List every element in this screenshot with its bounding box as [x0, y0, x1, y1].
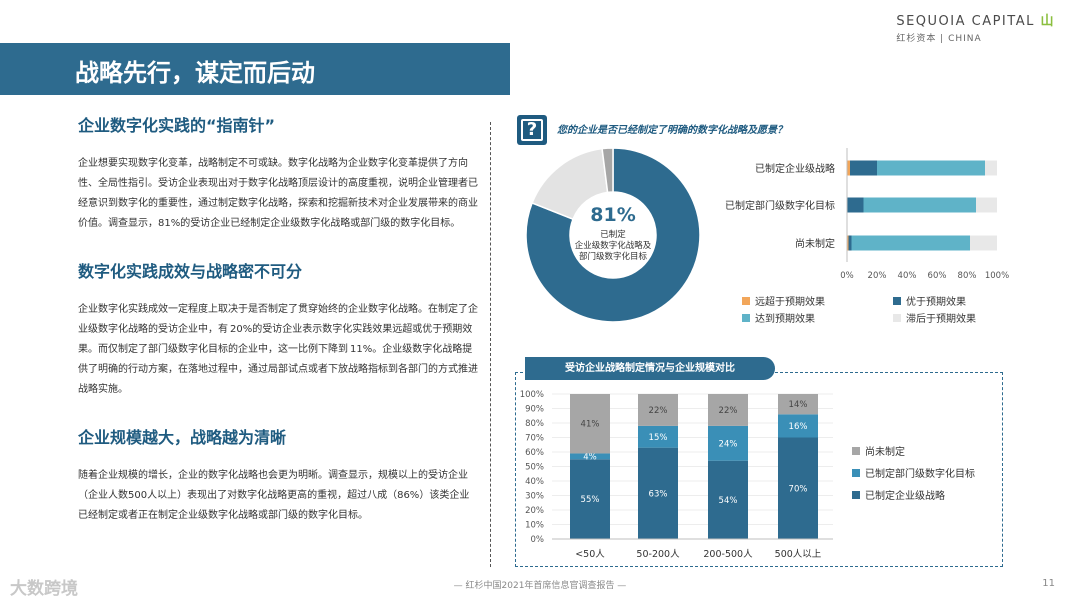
section-body-strategy: 企业数字化实践成效一定程度上取决于是否制定了贯穿始终的企业数字化战略。在制定了企…: [78, 304, 478, 395]
hbar-tick-label: 100%: [985, 271, 1009, 281]
subchart-title: 受访企业战略制定情况与企业规模对比: [525, 357, 775, 380]
donut-slice-2: [601, 147, 614, 194]
hbar-segment: [970, 235, 997, 251]
hbar-segment: [877, 160, 985, 176]
hbar-legend-swatch: [893, 314, 901, 322]
donut-center-value: 81%: [590, 204, 635, 226]
hbar-tick-label: 40%: [898, 271, 917, 281]
hbar-segment: [985, 160, 997, 176]
donut-center-bg: [571, 193, 655, 277]
hbar-segment: [850, 160, 877, 176]
section-heading-strategy: 数字化实践成效与战略密不可分: [78, 262, 303, 281]
donut-slice-0: [525, 147, 701, 323]
page-number: 11: [1042, 578, 1055, 589]
donut-center-label: 企业级数字化战略及: [575, 240, 652, 251]
section-body-guide: 企业想要实现数字化变革，战略制定不可或缺。数字化战略为企业数字化变革提供了方向性…: [78, 158, 478, 229]
page-title: 战略先行，谋定而后动: [75, 59, 315, 87]
hbar-segment: [848, 235, 852, 251]
question-icon: ?: [517, 115, 547, 145]
hbar-segment: [976, 197, 997, 213]
donut-center-label: 已制定: [600, 229, 626, 240]
hbar-legend-label: 远超于预期效果: [755, 295, 825, 308]
hbar-category-label: 已制定部门级数字化目标: [725, 199, 835, 212]
left-column: 企业数字化实践的“指南针” 企业想要实现数字化变革，战略制定不可或缺。数字化战略…: [78, 112, 478, 546]
watermark: 大数跨境: [10, 579, 78, 599]
logo-subtitle: 红杉资本 | CHINA: [896, 34, 982, 44]
hbar-segment: [851, 235, 970, 251]
section-heading-guide: 企业数字化实践的“指南针”: [78, 116, 276, 135]
hbar-tick-label: 0%: [840, 271, 854, 281]
hbar-segment: [847, 235, 849, 251]
hbar-legend-swatch: [893, 297, 901, 305]
section-body-scale: 随着企业规模的增长，企业的数字化战略也会更为明晰。调查显示，规模以上的受访企业（…: [78, 470, 470, 521]
footer-text: — 红杉中国2021年首席信息官调查报告 —: [453, 581, 627, 591]
column-divider: [490, 122, 491, 567]
logo-mark-icon: 山: [1040, 14, 1055, 29]
donut-center-label: 部门级数字化目标: [579, 251, 648, 262]
hbar-category-label: 尚未制定: [795, 237, 835, 250]
question-text: 您的企业是否已经制定了明确的数字化战略及愿景？: [557, 125, 787, 136]
sequoia-logo: SEQUOIA CAPITAL 山 红杉资本 | CHINA: [896, 10, 1055, 44]
hbar-legend-swatch: [742, 314, 750, 322]
hbar-legend-label: 滞后于预期效果: [906, 312, 976, 325]
logo-text: SEQUOIA CAPITAL: [896, 14, 1035, 29]
hbar-category-label: 已制定企业级战略: [755, 162, 835, 175]
hbar-segment: [863, 197, 976, 213]
hbar-legend-label: 达到预期效果: [755, 312, 815, 325]
donut-slice-1: [531, 147, 609, 221]
section-heading-scale: 企业规模越大，战略越为清晰: [78, 428, 287, 447]
hbar-segment: [847, 160, 850, 176]
hbar-tick-label: 60%: [928, 271, 947, 281]
hbar-legend-label: 优于预期效果: [906, 295, 966, 308]
title-bar: 战略先行，谋定而后动: [0, 43, 510, 95]
hbar-legend-swatch: [742, 297, 750, 305]
hbar-tick-label: 80%: [958, 271, 977, 281]
hbar-segment: [847, 197, 864, 213]
hbar-tick-label: 20%: [868, 271, 887, 281]
subchart-box: [515, 372, 1003, 567]
